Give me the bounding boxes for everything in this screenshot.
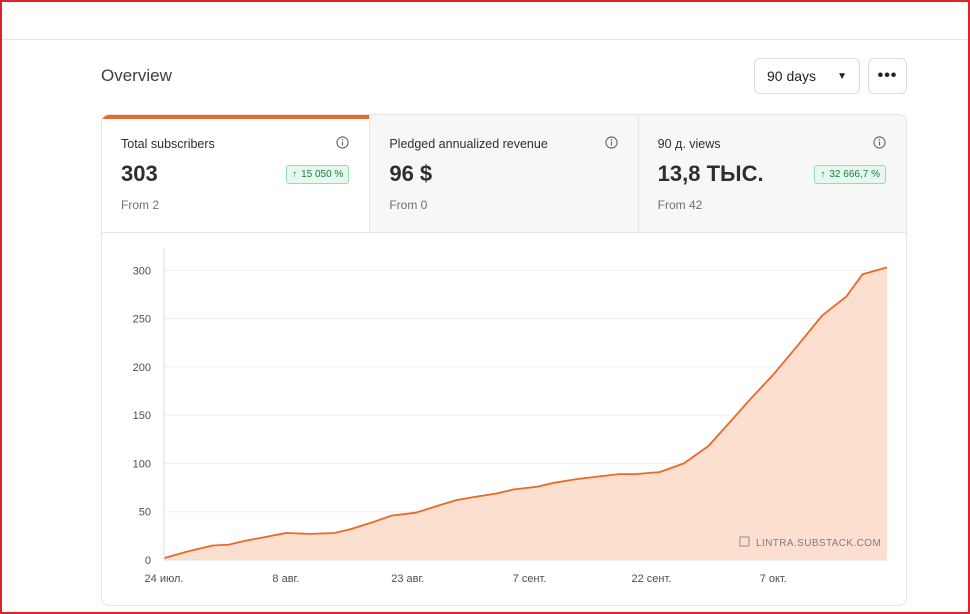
card-from: From 0 [389, 198, 428, 212]
growth-badge-text: 15 050 % [301, 169, 344, 180]
x-tick-label: 24 июл. [145, 573, 184, 585]
y-tick-label: 200 [133, 362, 151, 374]
card-label: Pledged annualized revenue [389, 137, 548, 151]
y-tick-label: 50 [139, 507, 151, 519]
watermark-text: LINTRA.SUBSTACK.COM [756, 538, 881, 549]
more-options-button[interactable]: ••• [868, 58, 907, 94]
growth-badge: ↑ 15 050 % [286, 165, 350, 184]
x-tick-label: 23 авг. [391, 573, 424, 585]
growth-badge: ↑ 32 666,7 % [814, 165, 886, 184]
stats-panel: Total subscribers 303 ↑ 15 050 % From 2 … [101, 114, 907, 606]
y-tick-label: 0 [145, 555, 151, 567]
x-tick-label: 22 сент. [631, 573, 671, 585]
y-tick-label: 100 [133, 458, 151, 470]
range-select-value: 90 days [767, 68, 817, 84]
card-value: 13,8 ТЫС. [657, 161, 764, 186]
card-label: 90 д. views [657, 137, 721, 151]
watermark: LINTRA.SUBSTACK.COM [739, 536, 881, 549]
page-title: Overview [101, 66, 172, 85]
card-label: Total subscribers [121, 137, 215, 151]
card-pledged-revenue[interactable]: Pledged annualized revenue 96 $ From 0 [369, 115, 638, 232]
card-total-subscribers[interactable]: Total subscribers 303 ↑ 15 050 % From 2 [102, 115, 370, 232]
x-tick-label: 7 окт. [760, 573, 787, 585]
chart-svg: 0 50 100 150 200 250 300 24 июл. 8 авг. 23 авг. 7 … [133, 249, 888, 585]
subscribers-chart: 0 50 100 150 200 250 300 24 июл. 8 авг. 23 авг. 7 … [102, 233, 906, 605]
stat-cards: Total subscribers 303 ↑ 15 050 % From 2 … [102, 115, 906, 233]
y-tick-label: 150 [133, 410, 151, 422]
series-line [163, 266, 888, 559]
info-icon[interactable] [605, 136, 618, 149]
range-select[interactable]: 90 days ▼ [754, 58, 860, 94]
card-value: 96 $ [389, 161, 433, 186]
x-tick-label: 7 сент. [513, 573, 547, 585]
arrow-up-icon: ↑ [820, 169, 826, 180]
arrow-up-icon: ↑ [292, 169, 298, 180]
y-tick-label: 300 [133, 265, 151, 277]
growth-badge-text: 32 666,7 % [829, 169, 880, 180]
card-from: From 42 [657, 198, 703, 212]
info-icon[interactable] [873, 136, 886, 149]
caret-down-icon: ▼ [837, 70, 847, 82]
ellipsis-icon: ••• [877, 67, 898, 84]
x-tick-label: 8 авг. [272, 573, 299, 585]
y-tick-label: 250 [133, 314, 151, 326]
card-views[interactable]: 90 д. views 13,8 ТЫС. ↑ 32 666,7 % From … [637, 115, 906, 232]
card-from: From 2 [121, 198, 160, 212]
series-area [164, 267, 887, 560]
header-divider [2, 39, 968, 40]
card-value: 303 [121, 161, 158, 186]
info-icon[interactable] [336, 136, 349, 149]
bookmark-icon [739, 536, 750, 547]
